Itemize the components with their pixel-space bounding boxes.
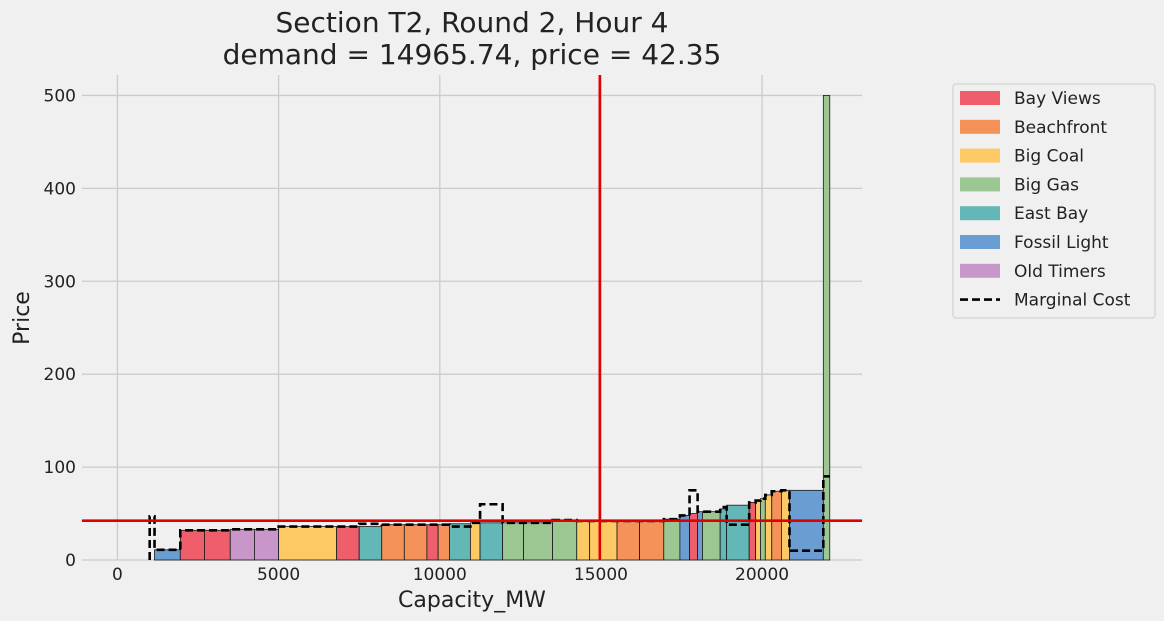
legend-label-7: Marginal Cost [1014,291,1131,311]
bar-30 [755,500,761,561]
bar-8 [381,524,405,561]
bar-2 [204,529,231,561]
legend-swatch-2 [960,148,1000,163]
bar-5 [278,526,338,561]
y-tick-label-4: 400 [44,179,76,199]
chart-subtitle: demand = 14965.74, price = 42.35 [223,38,722,71]
bar-16 [523,522,553,561]
y-tick-label-3: 300 [44,272,76,292]
bar-25 [697,511,703,561]
x-tick-label-4: 20000 [735,565,789,585]
legend-swatch-5 [960,235,1000,249]
y-tick-label-2: 200 [44,365,76,385]
bar-6 [336,526,360,561]
y-tick-label-5: 500 [44,86,76,106]
legend-swatch-4 [960,206,1000,221]
reference-lines [82,75,862,560]
legend-swatch-6 [960,263,1000,278]
bar-12 [449,523,471,561]
legend-swatch-0 [960,91,1000,105]
bar-17 [552,520,578,561]
legend-label-6: Old Timers [1014,262,1106,282]
bar-15 [502,522,524,561]
bar-23 [679,515,690,561]
marginal-cost-group [148,475,830,560]
x-tick-label-0: 0 [112,565,123,585]
bar-4 [254,528,280,561]
legend-label-4: East Bay [1014,204,1088,224]
bar-35 [789,489,824,561]
grid-lines [82,75,862,561]
bar-14 [479,522,504,561]
bar-7 [358,526,383,561]
y-tick-label-0: 0 [65,551,76,571]
bar-10 [426,524,439,561]
bar-33 [771,490,782,561]
bar-22 [663,518,681,561]
bars-group [154,95,831,561]
bar-26 [702,511,721,561]
legend-label-1: Beachfront [1014,118,1107,138]
bar-34 [781,489,790,561]
legend-label-2: Big Coal [1014,147,1084,167]
bar-20 [616,520,641,561]
bar-13 [469,522,481,561]
bar-3 [229,528,255,561]
bar-0 [154,549,181,561]
y-tick-label-1: 100 [44,458,76,478]
bar-1 [179,529,205,561]
legend-swatch-1 [960,119,1000,134]
bar-32 [764,494,773,561]
legend-label-5: Fossil Light [1014,233,1109,253]
y-axis-label: Price [10,291,35,345]
chart-title: Section T2, Round 2, Hour 4 [276,6,669,39]
legend: Bay Views Beachfront Big Coal Big Gas East B… [952,83,1156,319]
x-tick-label-3: 15000 [574,565,628,585]
legend-label-0: Bay Views [1014,89,1101,109]
legend-label-3: Big Gas [1014,175,1079,195]
legend-frame [952,83,1156,319]
x-tick-label-2: 10000 [413,565,467,585]
x-tick-label-1: 5000 [257,565,300,585]
bar-29 [748,501,757,561]
bar-19 [589,520,618,561]
bar-18 [576,520,591,561]
bar-36 [822,95,831,561]
bar-11 [437,524,450,561]
marginal-cost-line [148,475,830,560]
bar-28 [726,504,750,561]
bar-21 [639,520,665,561]
tick-labels: 0 5000 10000 15000 20000 0 100 200 300 400 500 [44,86,790,585]
bar-31 [760,498,766,561]
bar-9 [403,524,428,561]
legend-swatch-3 [960,177,1000,192]
x-axis-label: Capacity_MW [398,588,546,613]
